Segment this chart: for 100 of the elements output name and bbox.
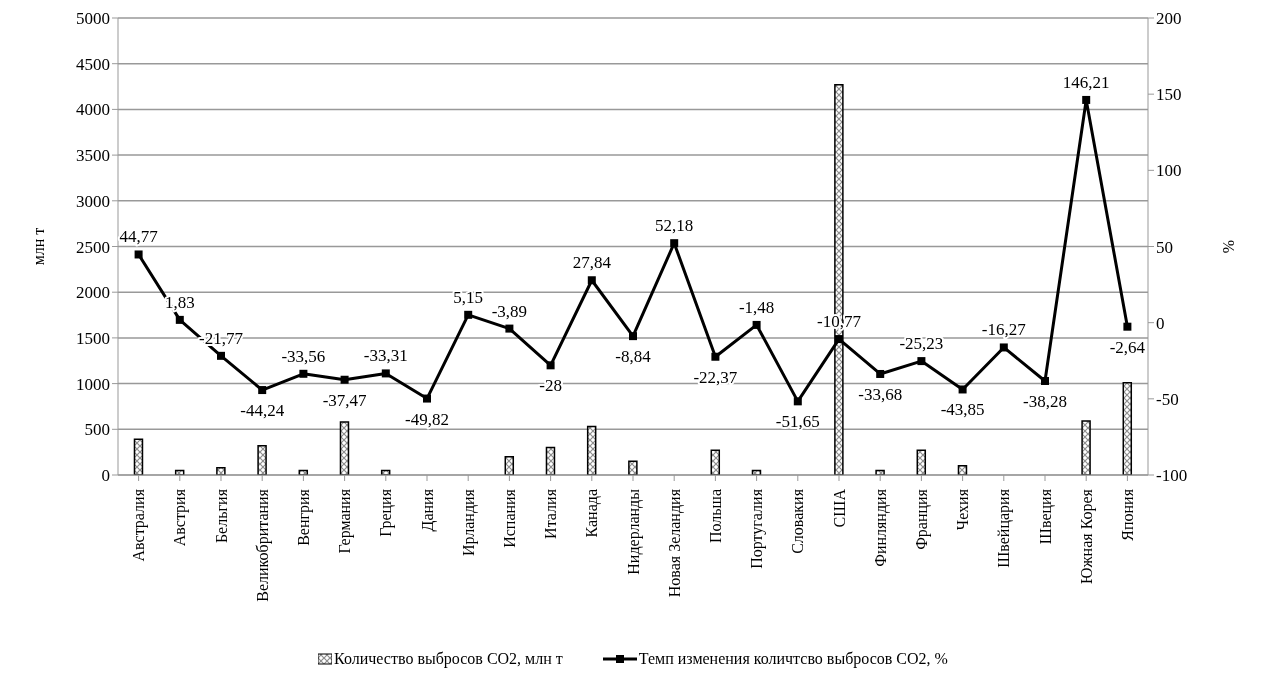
point: [134, 250, 143, 259]
y-tick-label: 5000: [76, 9, 110, 29]
point: [464, 310, 473, 319]
y2-tick-label: 150: [1156, 85, 1182, 105]
bar: [710, 449, 721, 475]
y-tick-label: 4500: [76, 54, 110, 74]
y2-tick-label: 50: [1156, 237, 1173, 257]
y-tick-label: 500: [84, 420, 110, 440]
point: [793, 397, 802, 406]
y2-tick-label: 100: [1156, 161, 1182, 181]
data-label: -37,47: [322, 390, 368, 410]
point: [299, 369, 308, 378]
x-tick-label: Австралия: [130, 488, 149, 562]
point: [1082, 95, 1091, 104]
point: [752, 320, 761, 329]
data-label: -2,64: [1109, 337, 1146, 357]
x-tick-label: Португалия: [748, 488, 767, 569]
x-tick-label: Ирландия: [459, 488, 478, 557]
y2-tick-label: -100: [1156, 466, 1188, 486]
x-tick-label: Нидерланды: [624, 488, 643, 575]
data-label: 27,84: [572, 253, 612, 273]
bar: [133, 438, 144, 475]
x-tick-label: США: [830, 488, 848, 528]
point: [258, 386, 267, 395]
bar: [916, 449, 927, 475]
bar: [216, 466, 226, 475]
bar: [586, 425, 597, 475]
data-label: -49,82: [405, 409, 449, 429]
point: [340, 375, 349, 384]
y-tick-label: 0: [101, 466, 110, 486]
x-tick-label: Польша: [706, 489, 724, 544]
data-label: -3,89: [491, 301, 528, 321]
data-label: 44,77: [119, 227, 159, 247]
bar: [628, 460, 638, 475]
point: [999, 343, 1008, 352]
y2-tick-label: 0: [1156, 313, 1165, 333]
data-label: -8,84: [615, 347, 652, 367]
legend-label: Количество выбросов СО2, млн т: [334, 650, 563, 668]
data-label: -33,68: [858, 384, 903, 404]
x-tick-label: Швеция: [1036, 488, 1055, 545]
x-tick-label: Новая Зеландия: [665, 488, 684, 598]
data-label: 146,21: [1062, 72, 1110, 92]
bar: [504, 455, 515, 475]
y-tick-label: 2000: [76, 283, 110, 303]
y-tick-label: 2500: [76, 237, 110, 257]
y-tick-label: 1000: [76, 374, 110, 394]
point: [670, 239, 679, 248]
y2-tick-label: 200: [1156, 9, 1182, 29]
point: [1123, 322, 1132, 331]
point: [423, 394, 431, 403]
bar: [257, 445, 267, 475]
bar: [1081, 420, 1091, 475]
y-tick-label: 3000: [76, 191, 110, 211]
data-label: -43,85: [940, 400, 985, 420]
x-tick-label: Чехия: [954, 488, 972, 531]
data-label: -22,37: [693, 367, 738, 387]
data-label: -51,65: [775, 412, 820, 432]
point: [505, 324, 514, 333]
bar: [339, 421, 350, 475]
x-tick-label: Финляндия: [871, 488, 890, 567]
x-tick-label: Швейцария: [995, 488, 1014, 568]
x-tick-label: Венгрия: [294, 488, 313, 546]
x-tick-label: Германия: [336, 488, 355, 554]
x-tick-label: Испания: [500, 488, 518, 548]
y-tick-label: 3500: [76, 146, 110, 166]
data-label: -33,31: [363, 346, 408, 366]
x-tick-label: Южная Корея: [1077, 488, 1096, 585]
data-label: 52,18: [655, 216, 694, 236]
point: [958, 385, 967, 394]
x-tick-label: Бельгия: [212, 488, 230, 544]
data-label: -38,28: [1023, 391, 1067, 411]
point: [629, 332, 637, 341]
y-tick-label: 1500: [76, 328, 110, 348]
x-tick-label: Дания: [418, 488, 437, 532]
point: [381, 369, 390, 378]
x-tick-label: Япония: [1118, 488, 1136, 541]
point: [587, 276, 596, 285]
x-tick-label: Италия: [542, 488, 560, 539]
y-tick-label: 4000: [76, 100, 110, 120]
data-label: 5,15: [453, 287, 484, 307]
point: [711, 352, 720, 361]
point: [175, 315, 184, 324]
point: [835, 335, 843, 344]
data-label: -16,27: [981, 320, 1027, 340]
x-tick-label: Австрия: [171, 488, 190, 547]
x-tick-label: Франция: [912, 488, 931, 550]
bar: [1122, 381, 1133, 475]
y-axis-title: млн т: [29, 227, 47, 266]
data-label: -1,48: [738, 297, 775, 317]
point: [1041, 376, 1049, 385]
point: [546, 361, 555, 370]
point: [876, 369, 885, 378]
x-tick-label: Канада: [583, 489, 602, 538]
x-tick-label: Греция: [377, 488, 396, 537]
point: [217, 351, 225, 360]
data-label: -44,24: [240, 401, 285, 421]
x-tick-label: Словакия: [789, 488, 807, 554]
data-label: -25,23: [899, 334, 944, 354]
data-label: -33,56: [281, 346, 326, 366]
legend-label: Темп изменения количтсво выбросов СО2, %: [638, 650, 948, 668]
